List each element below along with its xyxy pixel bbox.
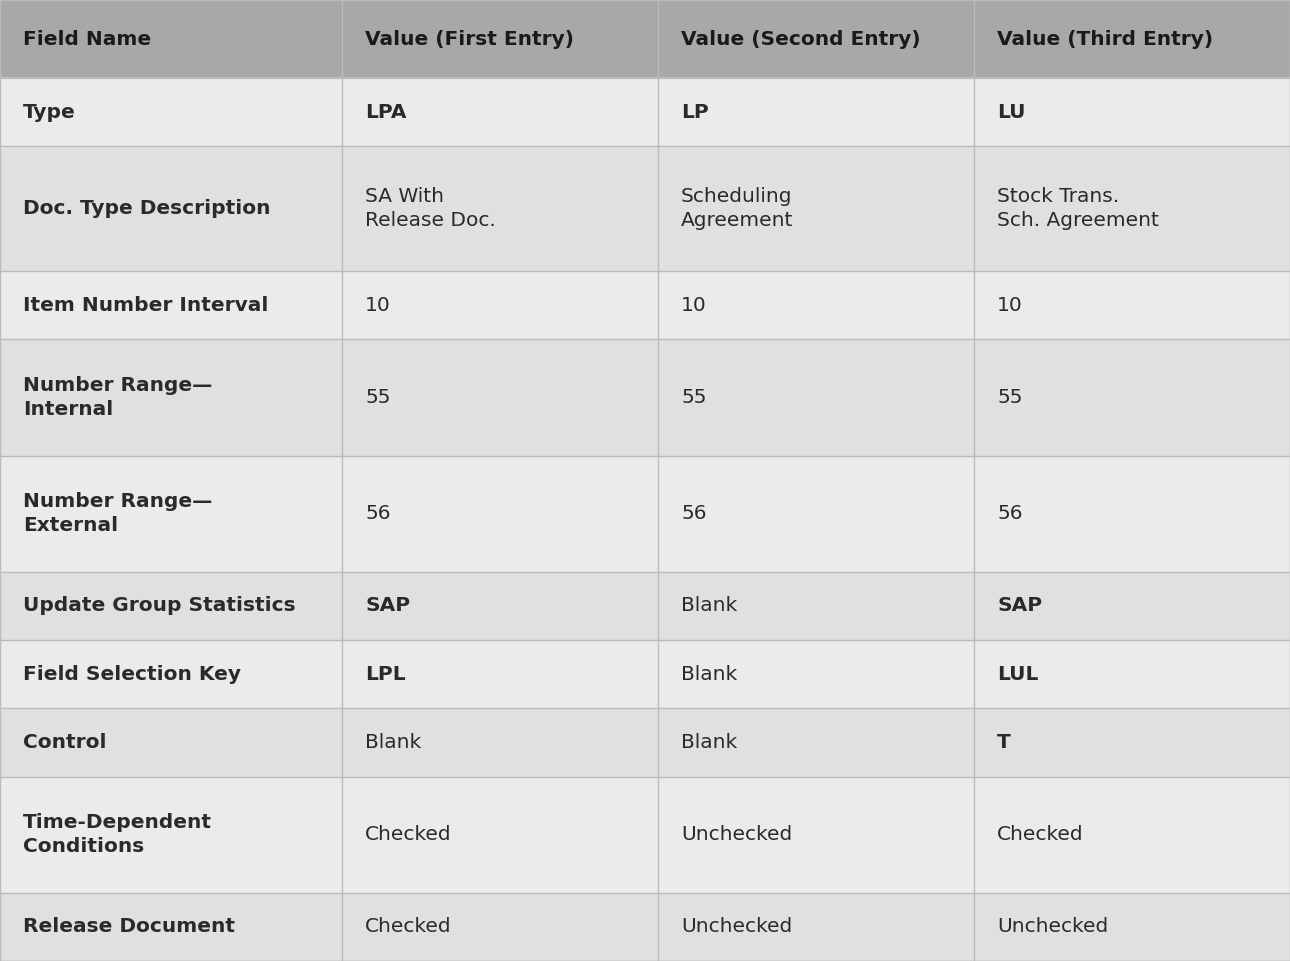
Text: 55: 55 — [681, 388, 707, 407]
Text: T: T — [997, 733, 1011, 752]
Text: Blank: Blank — [681, 596, 738, 615]
Bar — [658, 893, 974, 961]
Text: 10: 10 — [365, 296, 391, 315]
Text: Stock Trans.
Sch. Agreement: Stock Trans. Sch. Agreement — [997, 187, 1158, 231]
Text: Time-Dependent
Conditions: Time-Dependent Conditions — [23, 813, 213, 856]
Bar — [0, 572, 342, 640]
Bar — [0, 640, 342, 708]
Bar — [342, 640, 658, 708]
Bar — [342, 271, 658, 339]
Bar — [658, 271, 974, 339]
Bar — [0, 708, 342, 776]
Bar — [342, 572, 658, 640]
Text: Unchecked: Unchecked — [681, 825, 792, 844]
Text: Blank: Blank — [681, 665, 738, 683]
Text: Scheduling
Agreement: Scheduling Agreement — [681, 187, 793, 231]
Text: Checked: Checked — [997, 825, 1084, 844]
Bar — [658, 0, 974, 78]
Text: Value (Third Entry): Value (Third Entry) — [997, 30, 1214, 49]
Bar — [974, 0, 1290, 78]
Bar — [974, 339, 1290, 456]
Text: Checked: Checked — [365, 825, 452, 844]
Bar — [0, 339, 342, 456]
Bar — [658, 572, 974, 640]
Text: Unchecked: Unchecked — [997, 918, 1108, 936]
Text: Doc. Type Description: Doc. Type Description — [23, 199, 271, 218]
Text: 55: 55 — [365, 388, 391, 407]
Text: SA With
Release Doc.: SA With Release Doc. — [365, 187, 495, 231]
Bar — [658, 640, 974, 708]
Bar — [342, 456, 658, 572]
Bar — [0, 78, 342, 146]
Text: Type: Type — [23, 103, 76, 122]
Bar — [342, 146, 658, 271]
Bar — [658, 78, 974, 146]
Text: 55: 55 — [997, 388, 1023, 407]
Text: SAP: SAP — [365, 596, 410, 615]
Text: SAP: SAP — [997, 596, 1042, 615]
Text: Control: Control — [23, 733, 107, 752]
Bar — [974, 78, 1290, 146]
Bar — [974, 708, 1290, 776]
Text: Item Number Interval: Item Number Interval — [23, 296, 268, 315]
Bar — [0, 0, 342, 78]
Bar — [0, 271, 342, 339]
Text: LPA: LPA — [365, 103, 406, 122]
Text: Update Group Statistics: Update Group Statistics — [23, 596, 295, 615]
Text: 56: 56 — [681, 505, 707, 523]
Text: Field Selection Key: Field Selection Key — [23, 665, 241, 683]
Bar — [658, 776, 974, 893]
Text: Number Range—
External: Number Range— External — [23, 492, 213, 535]
Bar — [974, 146, 1290, 271]
Text: Unchecked: Unchecked — [681, 918, 792, 936]
Bar — [658, 456, 974, 572]
Bar — [342, 78, 658, 146]
Bar — [974, 776, 1290, 893]
Bar — [342, 339, 658, 456]
Bar — [0, 893, 342, 961]
Text: LPL: LPL — [365, 665, 405, 683]
Text: 56: 56 — [997, 505, 1023, 523]
Bar — [974, 456, 1290, 572]
Text: 56: 56 — [365, 505, 391, 523]
Bar — [342, 776, 658, 893]
Bar — [0, 146, 342, 271]
Text: Field Name: Field Name — [23, 30, 151, 49]
Bar — [0, 776, 342, 893]
Bar — [974, 271, 1290, 339]
Bar — [658, 708, 974, 776]
Bar — [658, 339, 974, 456]
Text: Value (First Entry): Value (First Entry) — [365, 30, 574, 49]
Bar — [342, 0, 658, 78]
Bar — [342, 708, 658, 776]
Text: Value (Second Entry): Value (Second Entry) — [681, 30, 921, 49]
Bar — [658, 146, 974, 271]
Text: 10: 10 — [997, 296, 1023, 315]
Text: Checked: Checked — [365, 918, 452, 936]
Text: Blank: Blank — [681, 733, 738, 752]
Text: 10: 10 — [681, 296, 707, 315]
Text: LU: LU — [997, 103, 1026, 122]
Text: Release Document: Release Document — [23, 918, 235, 936]
Bar — [974, 893, 1290, 961]
Bar — [342, 893, 658, 961]
Text: Blank: Blank — [365, 733, 422, 752]
Bar — [974, 572, 1290, 640]
Text: Number Range—
Internal: Number Range— Internal — [23, 376, 213, 419]
Bar — [974, 640, 1290, 708]
Bar — [0, 456, 342, 572]
Text: LP: LP — [681, 103, 710, 122]
Text: LUL: LUL — [997, 665, 1038, 683]
